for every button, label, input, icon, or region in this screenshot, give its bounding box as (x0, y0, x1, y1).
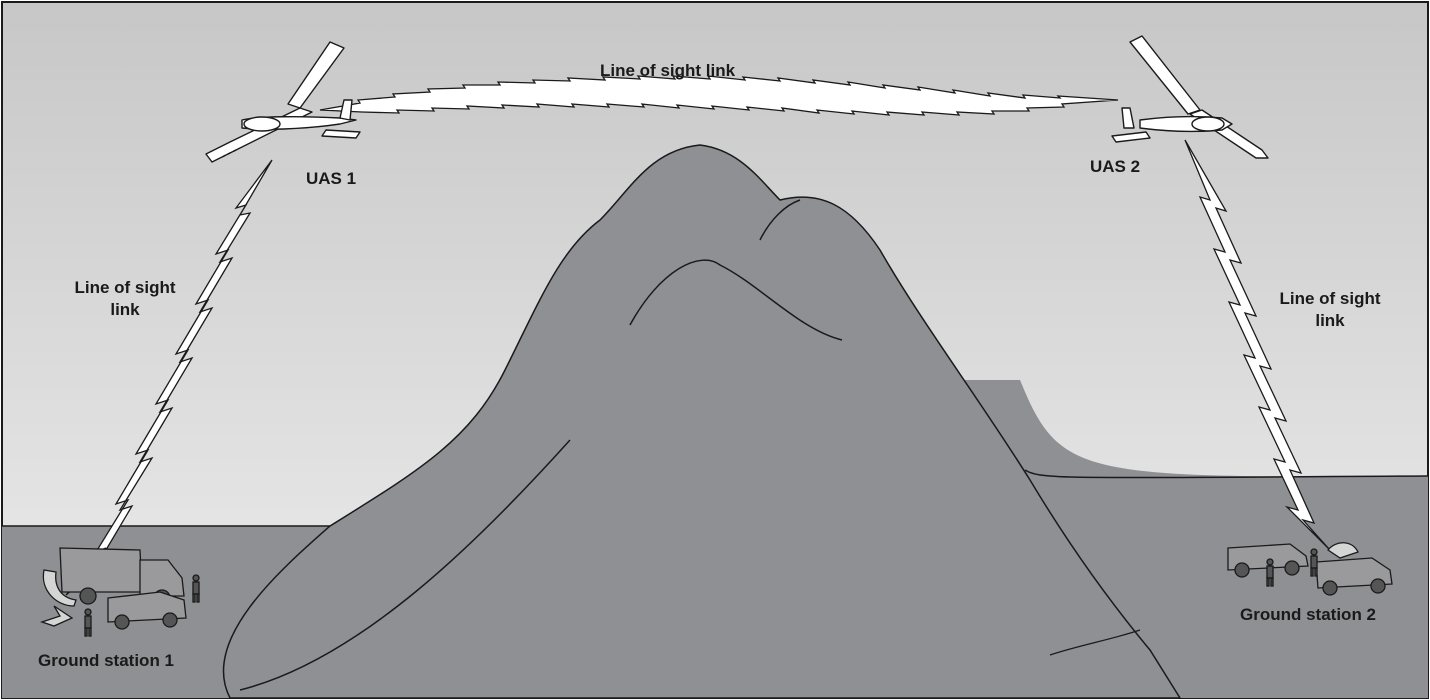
mountain-ridge-2 (759, 199, 801, 241)
ground-station-1-label: Ground station 1 (38, 651, 174, 670)
ground-horizon-right (1024, 469, 1429, 479)
uas-1-label: UAS 1 (306, 169, 357, 188)
ground-station-1-vehicles (39, 547, 200, 637)
left-link-bolt (65, 159, 273, 596)
mountain-ridge-4 (1049, 629, 1141, 656)
mountain-ridge-1 (629, 259, 843, 341)
top-link-bolt (319, 75, 1119, 116)
uas-1-aircraft (205, 41, 361, 163)
mountain (222, 144, 1182, 699)
left-link-label-line-1: Line of sight (74, 278, 176, 297)
gs1-person-2 (84, 608, 92, 637)
gs1-truck (59, 547, 143, 593)
right-link-label-line-1: Line of sight (1279, 289, 1381, 308)
gs2-dish (1327, 542, 1359, 559)
gs2-person-2 (1310, 548, 1318, 577)
right-link-label-line-2: link (1315, 311, 1345, 330)
left-link-label-line-2: link (110, 300, 140, 319)
ground-station-2-label: Ground station 2 (1240, 605, 1376, 624)
top-link-label: Line of sight link (600, 61, 736, 80)
right-link-label: Line of sight link (1260, 288, 1400, 332)
ground-station-2-vehicles (1227, 542, 1393, 596)
gs1-satellite-dish (42, 569, 77, 607)
left-link-label: Line of sight link (55, 277, 195, 321)
gs2-person-1 (1266, 558, 1274, 587)
mountain-ridge-3 (239, 439, 571, 691)
uas-2-label: UAS 2 (1090, 157, 1141, 176)
uas-2-aircraft (1111, 35, 1269, 159)
gs1-person-1 (192, 574, 200, 603)
